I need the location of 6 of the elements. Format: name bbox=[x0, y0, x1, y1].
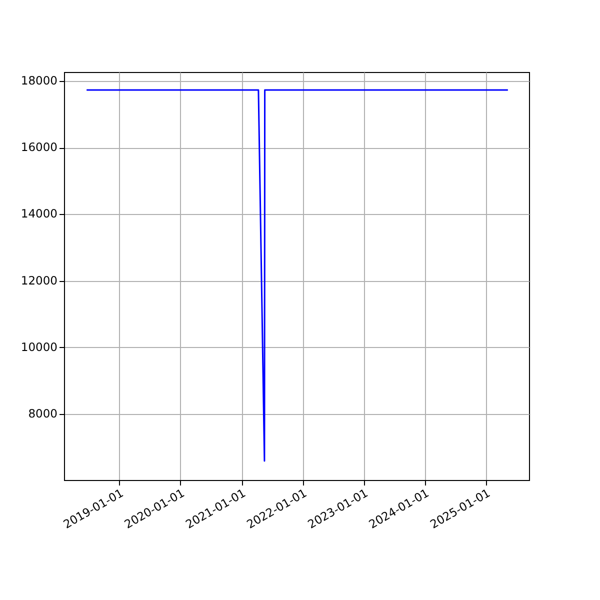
y-tick-label: 12000 bbox=[20, 273, 58, 288]
y-tick-label: 10000 bbox=[20, 340, 58, 354]
y-tick-label: 8000 bbox=[28, 406, 58, 421]
y-tick-label: 14000 bbox=[20, 206, 58, 221]
y-tick-label: 16000 bbox=[20, 140, 58, 154]
y-tick-label: 18000 bbox=[20, 73, 58, 88]
